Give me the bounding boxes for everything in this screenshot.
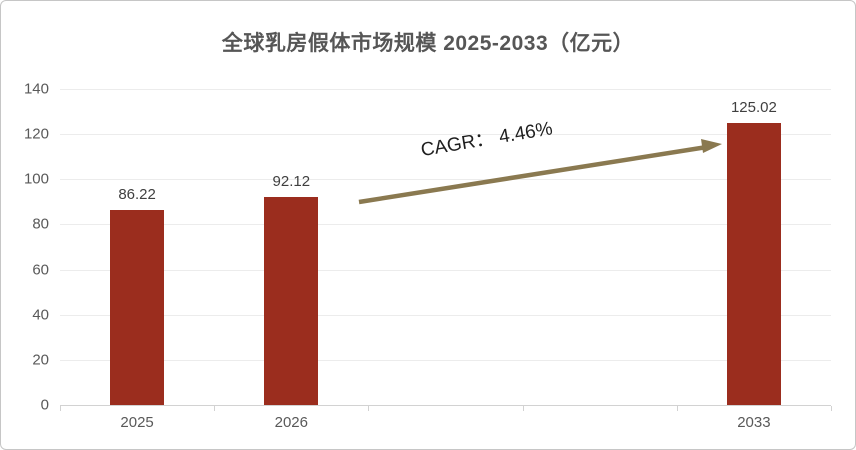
- y-axis-tick-label: 40: [32, 306, 49, 324]
- x-axis-tick: [214, 406, 216, 411]
- gridline-y-20: [60, 359, 831, 361]
- x-axis-category-label: 2033: [737, 414, 771, 431]
- gridline-y-40: [60, 314, 831, 316]
- x-axis-tick: [60, 406, 61, 411]
- bar-value-label: 125.02: [730, 98, 777, 116]
- bar-2026: [264, 197, 319, 405]
- x-axis-tick: [522, 406, 524, 411]
- bar-2033: [726, 122, 781, 405]
- x-axis-tick: [368, 406, 370, 411]
- y-axis-tick-label: 120: [23, 125, 49, 143]
- x-axis-category-label: 2025: [120, 414, 154, 431]
- chart-title: 全球乳房假体市场规模 2025-2033（亿元）: [221, 32, 635, 55]
- y-axis-tick-label: 60: [32, 261, 49, 279]
- bar-2025: [110, 210, 165, 405]
- gridline-y-120: [60, 134, 831, 136]
- cagr-annotation: CAGR： 4.46%: [419, 118, 555, 162]
- gridline-y-140: [60, 89, 831, 90]
- bar-value-label: 86.22: [118, 186, 156, 204]
- gridline-y-100: [60, 179, 831, 181]
- y-axis-tick-label: 20: [32, 351, 49, 369]
- gridline-y-80: [60, 224, 831, 226]
- x-axis-tick: [831, 406, 832, 411]
- y-axis-tick-label: 80: [32, 215, 49, 233]
- y-axis-tick-label: 140: [23, 80, 49, 98]
- bar-value-label: 92.12: [272, 173, 311, 191]
- x-axis-tick: [676, 406, 678, 411]
- y-axis-tick-label: 100: [23, 170, 49, 188]
- y-axis-tick-label: 0: [40, 396, 49, 414]
- x-axis-category-label: 2026: [274, 414, 308, 431]
- gridline-y-0: [60, 405, 831, 406]
- gridline-y-60: [60, 269, 831, 271]
